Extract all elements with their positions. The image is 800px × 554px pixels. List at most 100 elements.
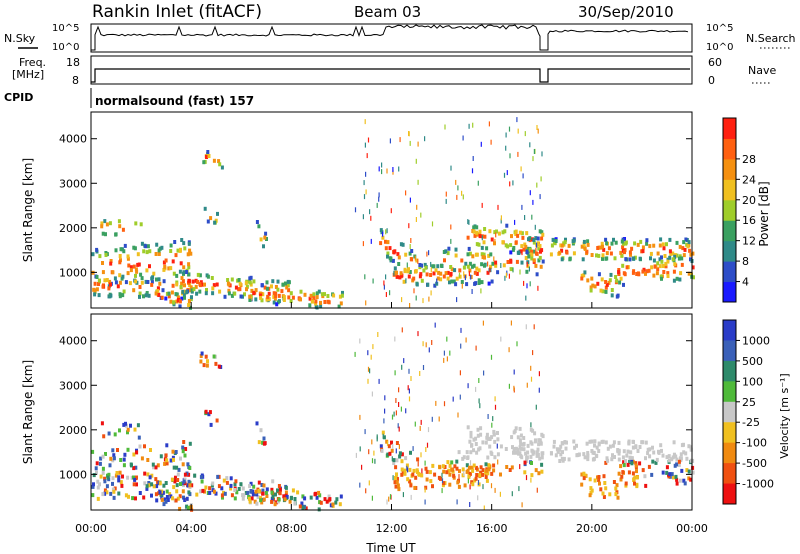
echo-cell <box>634 461 638 466</box>
echo-cell <box>488 444 492 449</box>
echo-cell <box>134 496 137 501</box>
cpid-label: CPID <box>4 91 33 104</box>
echo-cell <box>323 497 327 502</box>
echo-cell <box>466 456 470 460</box>
echo-cell <box>277 484 281 488</box>
colorbar-tick-label: -1000 <box>742 478 774 491</box>
echo-cell <box>632 440 635 444</box>
echo-cell <box>550 243 554 248</box>
echo-cell <box>180 281 184 286</box>
echo-cell <box>229 483 233 488</box>
echo-cell <box>115 471 119 475</box>
echo-cell <box>103 219 107 224</box>
echo-cell <box>602 474 606 479</box>
echo-cell <box>485 468 489 473</box>
echo-cell <box>530 473 534 478</box>
echo-cell <box>397 487 401 492</box>
echo-streak <box>399 137 401 143</box>
echo-cell <box>641 440 645 445</box>
echo-cell <box>262 483 266 488</box>
echo-streak <box>530 365 532 371</box>
echo-cell <box>314 301 318 306</box>
echo-cell <box>339 301 343 306</box>
echo-cell <box>149 448 152 452</box>
search-tick-top: 10^5 <box>706 23 733 34</box>
echo-cell <box>172 300 175 305</box>
echo-cell <box>423 262 427 267</box>
echo-cell <box>617 457 621 462</box>
echo-cell <box>673 463 677 468</box>
echo-cell <box>632 478 636 482</box>
echo-cell <box>666 274 670 278</box>
echo-cell <box>522 436 526 440</box>
echo-streak <box>427 427 430 433</box>
echo-cell <box>95 275 99 279</box>
echo-streak <box>530 477 532 483</box>
echo-cell <box>621 241 625 246</box>
echo-cell <box>171 283 175 288</box>
echo-streak <box>530 422 532 428</box>
echo-streak <box>516 117 518 123</box>
echo-cell <box>390 448 394 453</box>
echo-cell <box>148 249 152 254</box>
echo-cell <box>475 225 479 230</box>
echo-cell <box>388 451 392 456</box>
echo-cell <box>479 426 483 431</box>
echo-cell <box>638 445 642 449</box>
echo-cell <box>551 237 555 242</box>
echo-cell <box>468 268 472 273</box>
echo-cell <box>509 258 513 263</box>
echo-cell <box>406 477 410 482</box>
echo-cell <box>494 260 498 265</box>
echo-cell <box>132 245 136 250</box>
echo-cell <box>249 489 253 493</box>
echo-cell <box>198 289 202 294</box>
echo-cell <box>644 456 647 461</box>
echo-streak <box>421 468 423 474</box>
echo-cell <box>341 290 344 295</box>
echo-cell <box>226 278 230 282</box>
echo-cell <box>323 292 326 297</box>
echo-cell <box>101 454 105 459</box>
echo-cell <box>175 489 179 494</box>
echo-streak <box>477 495 479 501</box>
echo-cell <box>520 455 524 460</box>
echo-streak <box>494 396 496 402</box>
echo-streak <box>535 247 537 253</box>
echo-cell <box>392 461 396 465</box>
echo-cell <box>651 445 654 450</box>
echo-cell <box>243 292 246 297</box>
echo-cell <box>234 479 238 484</box>
echo-streak <box>385 229 387 235</box>
echo-streak <box>536 242 538 248</box>
echo-cell <box>647 268 651 273</box>
freq-line <box>91 68 690 83</box>
echo-streak <box>517 151 519 157</box>
echo-cell <box>394 465 398 470</box>
echo-cell <box>442 481 446 486</box>
echo-cell <box>410 257 414 262</box>
echo-cell <box>522 441 526 446</box>
echo-cell <box>558 459 562 463</box>
echo-cell <box>439 271 443 276</box>
echo-cell <box>510 234 513 239</box>
x-tick-label: 16:00 <box>476 522 508 535</box>
echo-cell <box>535 453 539 458</box>
colorbar-segment <box>723 281 736 303</box>
echo-cell <box>601 289 605 294</box>
echo-cell <box>101 270 105 275</box>
echo-cell <box>514 426 518 431</box>
echo-cell <box>616 449 620 454</box>
echo-streak <box>383 418 385 424</box>
echo-cell <box>476 427 480 432</box>
echo-streak <box>392 167 394 172</box>
echo-cell <box>308 296 312 301</box>
echo-cell <box>190 295 193 300</box>
echo-cell <box>552 439 556 444</box>
echo-cell <box>267 291 271 296</box>
echo-cell <box>499 472 502 477</box>
echo-cell <box>418 274 422 279</box>
echo-cell <box>446 460 450 465</box>
echo-cell <box>154 492 158 497</box>
